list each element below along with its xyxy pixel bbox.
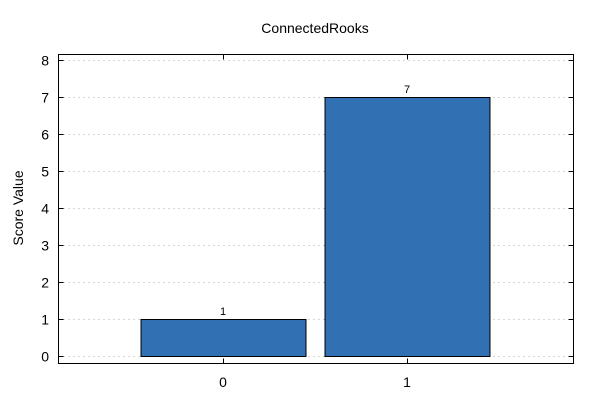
y-tick-label: 4 (41, 201, 49, 217)
y-tick-label: 7 (41, 90, 49, 106)
y-tick-label: 2 (41, 275, 49, 291)
y-tick-label: 0 (41, 349, 49, 365)
y-tick-label: 3 (41, 238, 49, 254)
grid-lines (58, 60, 574, 357)
bar-value-label: 7 (404, 84, 410, 96)
x-tick-label: 1 (403, 374, 411, 390)
bar-0 (140, 319, 307, 357)
bar-value-label: 1 (220, 306, 226, 318)
bars: 17 (140, 84, 491, 357)
x-tick-label: 0 (219, 374, 227, 390)
y-tick-label: 5 (41, 164, 49, 180)
bar-1 (324, 97, 491, 357)
y-axis-label: Score Value (10, 170, 26, 245)
y-tick-label: 6 (41, 127, 49, 143)
plot-frame (58, 54, 574, 364)
axis-ticks: 0 1 2 3 4 5 6 7 8 0 1 (41, 53, 574, 390)
y-tick-label: 8 (41, 53, 49, 69)
y-tick-label: 1 (41, 312, 49, 328)
chart-title: ConnectedRooks (261, 20, 368, 36)
